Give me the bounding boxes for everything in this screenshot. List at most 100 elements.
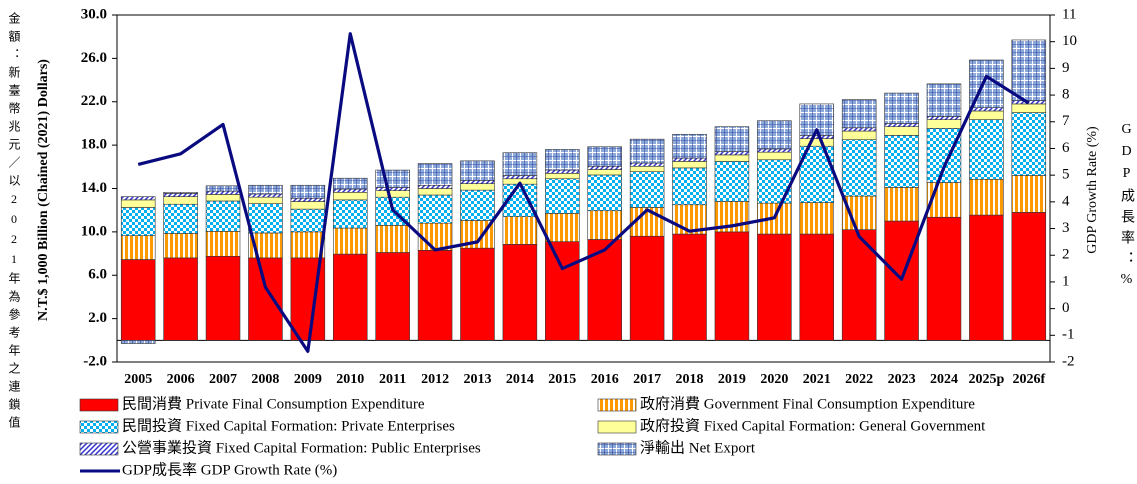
bar-segment	[884, 135, 919, 188]
y-tick-label: 26.0	[81, 50, 107, 66]
bar-segment	[460, 247, 495, 341]
bar-segment	[545, 149, 580, 171]
bar-segment	[163, 193, 198, 197]
bar-segment	[205, 185, 241, 192]
bar-segment	[672, 161, 707, 169]
x-tick-label: 2017	[633, 372, 661, 387]
bar-segment	[460, 183, 495, 191]
bar-segment	[799, 135, 835, 139]
bar-segment	[629, 162, 665, 167]
bar-segment	[502, 216, 538, 245]
bar-segment	[841, 195, 877, 231]
bar-segment	[290, 208, 326, 233]
bar-segment	[629, 235, 665, 341]
bar-segment	[290, 197, 326, 202]
bar-segment	[587, 174, 622, 212]
x-tick-label: 2008	[251, 372, 279, 387]
x-tick-label: 2009	[294, 372, 322, 387]
x-tick-label: 2006	[167, 372, 195, 387]
bar-segment	[545, 169, 580, 174]
bar-segment	[587, 165, 622, 170]
bar-segment	[757, 151, 792, 161]
bar-segment	[714, 151, 750, 156]
bar-segment	[205, 190, 241, 195]
bar-segment	[926, 119, 962, 129]
bar-segment	[926, 128, 962, 183]
bar-segment	[629, 207, 665, 237]
bar-segment	[926, 216, 962, 341]
bar-segment	[248, 193, 283, 198]
x-tick-label: 2024	[930, 372, 958, 387]
bar-segment	[629, 138, 665, 164]
bar-segment	[417, 250, 453, 341]
bar-segment	[672, 167, 707, 206]
bar-segment	[545, 241, 580, 341]
bar-segment	[120, 235, 156, 260]
bar-segment	[417, 163, 453, 186]
bar-segment	[460, 160, 495, 181]
bar-segment	[375, 252, 410, 341]
y-tick-label: 10.0	[81, 223, 107, 239]
bar-segment	[714, 231, 750, 341]
bar-segment	[375, 190, 410, 198]
bar-segment	[332, 191, 368, 201]
bar-segment	[757, 148, 792, 153]
bar-segment	[417, 184, 453, 189]
y-tick-label: 30.0	[81, 6, 107, 22]
x-tick-label: 2016	[591, 372, 619, 387]
bar-segment	[757, 233, 792, 341]
bar-segment	[205, 194, 241, 202]
bar-segment	[1011, 103, 1047, 113]
bar-segment	[969, 119, 1004, 180]
bar-segment	[375, 187, 410, 191]
x-tick-label: 2022	[845, 372, 873, 387]
bar-segment	[460, 180, 495, 184]
bar-segment	[248, 196, 283, 204]
bar-segment	[248, 257, 283, 341]
x-tick-label: 2010	[336, 372, 364, 387]
bar-segment	[629, 171, 665, 208]
bar-segment	[969, 214, 1004, 341]
bar-segment	[332, 199, 368, 229]
bar-segment	[841, 139, 877, 197]
x-tick-label: 2020	[760, 372, 788, 387]
y-tick-label: 22.0	[81, 93, 107, 109]
y2-tick-label: 0	[1062, 300, 1070, 316]
y2-tick-label: -1	[1062, 327, 1075, 343]
bar-segment	[248, 203, 283, 234]
bar-segment	[1011, 212, 1047, 341]
bar-segment	[290, 184, 326, 199]
legend-swatch	[597, 398, 637, 412]
bar-segment	[884, 126, 919, 136]
bar-segment	[799, 202, 835, 235]
bar-segment	[969, 178, 1004, 216]
bar-segment	[417, 194, 453, 224]
bar-segment	[205, 200, 241, 232]
bar-segment	[120, 196, 156, 201]
x-tick-label: 2019	[718, 372, 746, 387]
y2-tick-label: 5	[1062, 167, 1070, 183]
bar-segment	[757, 120, 792, 150]
y-tick-label: 2.0	[88, 310, 107, 326]
bar-segment	[545, 213, 580, 242]
legend-label: 淨輸出 Net Export	[640, 439, 756, 456]
bar-segment	[332, 188, 368, 193]
bar-segment	[714, 126, 750, 152]
legend-swatch	[79, 398, 119, 412]
bar-segment	[1011, 39, 1047, 101]
bar-segment	[714, 154, 750, 162]
x-tick-label: 2007	[209, 372, 237, 387]
bar-segment	[884, 187, 919, 222]
y2-tick-label: 7	[1062, 113, 1070, 129]
bar-segment	[714, 161, 750, 202]
bar-segment	[799, 138, 835, 147]
bar-segment	[1011, 175, 1047, 213]
bar-segment	[841, 99, 877, 129]
y2-axis-label: GDP Growth Rate (%)	[1085, 126, 1100, 254]
legend-label: GDP成長率 GDP Growth Rate (%)	[122, 461, 337, 478]
bar-segment	[332, 253, 368, 341]
bar-segment	[502, 244, 538, 341]
y2-tick-label: 2	[1062, 247, 1070, 263]
